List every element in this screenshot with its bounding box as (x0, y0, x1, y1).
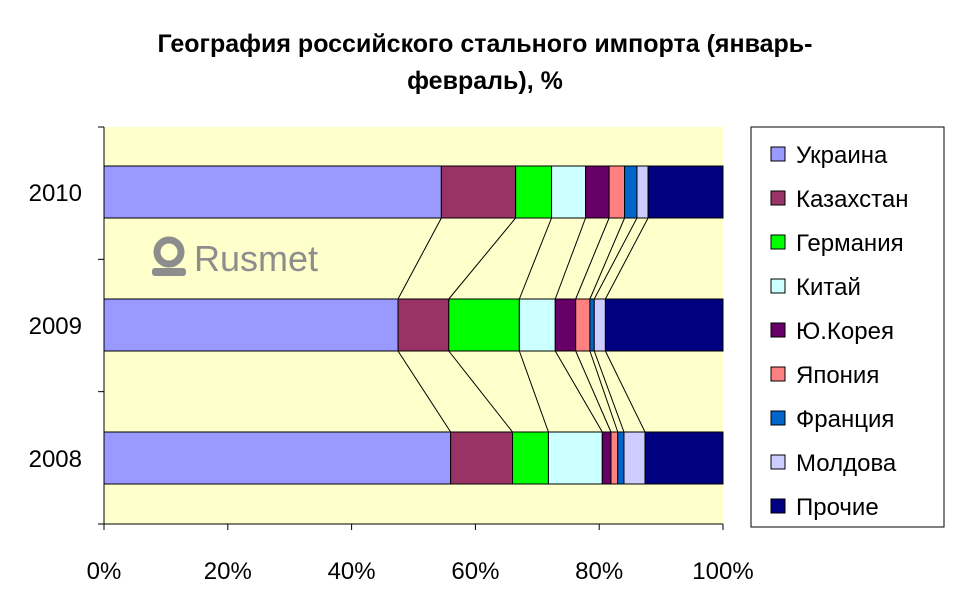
bar-segment (593, 298, 606, 352)
bars (103, 165, 724, 485)
legend-swatch (770, 498, 786, 514)
bar-segment (575, 298, 591, 352)
bar-segment (103, 165, 442, 219)
bar-segment (585, 165, 610, 219)
series-connector (575, 350, 612, 433)
series-connector (448, 217, 517, 300)
legend-swatch (770, 322, 786, 338)
bar-segment (450, 431, 514, 485)
legend-swatch (770, 410, 786, 426)
x-tick-label: 80% (575, 558, 623, 585)
bar-segment (515, 165, 553, 219)
series-connector (518, 350, 549, 433)
chart-title: География российского стального импорта … (60, 26, 910, 100)
series-connector (554, 350, 603, 433)
legend-label: Германия (796, 230, 904, 257)
series-connector (589, 217, 626, 300)
bar-segment (551, 165, 587, 219)
legend-label: Прочие (796, 494, 879, 521)
rusmet-logo-icon (152, 236, 186, 276)
bar-segment (512, 431, 549, 485)
x-tick-label: 100% (692, 558, 753, 585)
bar-segment (644, 431, 724, 485)
bar-segment (440, 165, 517, 219)
legend-swatch (770, 278, 786, 294)
series-connector (604, 217, 649, 300)
series-connector (448, 350, 513, 433)
bar-segment (624, 165, 638, 219)
legend-swatch (770, 234, 786, 250)
bar-segment (604, 298, 724, 352)
series-connector (593, 217, 638, 300)
legend-swatch (770, 454, 786, 470)
axes: 0% 20% 40% 60% 80% 100% 2010 2009 2008 (29, 126, 754, 585)
bar-segment (589, 298, 595, 352)
connector-lines (397, 217, 649, 433)
legend-label: Китай (796, 274, 861, 301)
x-tick-label: 40% (328, 558, 376, 585)
watermark: Rusmet (152, 236, 318, 279)
bar-segment (617, 431, 625, 485)
legend-label: Украина (796, 142, 888, 169)
bar-segment (636, 165, 649, 219)
series-connector (604, 350, 646, 433)
legend-label: Молдова (796, 450, 897, 477)
bar-segment (103, 298, 399, 352)
chart-title-line-2: февраль), % (407, 67, 563, 95)
legend: Украина Казахстан Германия Китай Ю.Корея Япон… (750, 126, 945, 528)
chart-title-line-1: География российского стального импорта … (157, 30, 813, 58)
series-connector (397, 217, 442, 300)
x-tick-label: 0% (87, 558, 122, 585)
legend-swatch (770, 366, 786, 382)
bar-segment (397, 298, 450, 352)
bar-segment (547, 431, 603, 485)
watermark-text: Rusmet (194, 238, 318, 279)
series-connector (593, 350, 625, 433)
x-tick-label: 60% (451, 558, 499, 585)
bar-segment (554, 298, 577, 352)
legend-swatch (770, 146, 786, 162)
bar-segment (610, 431, 619, 485)
legend-label: Казахстан (796, 186, 908, 213)
legend-label: Ю.Корея (796, 318, 894, 345)
series-connector (518, 217, 553, 300)
bar-segment (103, 431, 452, 485)
legend-label: Япония (796, 362, 879, 389)
series-connector (589, 350, 619, 433)
bar-segment (448, 298, 520, 352)
y-tick-label: 2010 (29, 180, 82, 207)
bar-segment (601, 431, 612, 485)
bar-segment (608, 165, 626, 219)
legend-swatch (770, 190, 786, 206)
bar-segment (518, 298, 556, 352)
x-tick-label: 20% (204, 558, 252, 585)
series-connector (397, 350, 452, 433)
y-tick-label: 2008 (29, 446, 82, 473)
bar-segment (623, 431, 646, 485)
y-tick-label: 2009 (29, 313, 82, 340)
series-connector (554, 217, 587, 300)
legend-label: Франция (796, 406, 894, 433)
bar-segment (647, 165, 724, 219)
series-connector (575, 217, 610, 300)
